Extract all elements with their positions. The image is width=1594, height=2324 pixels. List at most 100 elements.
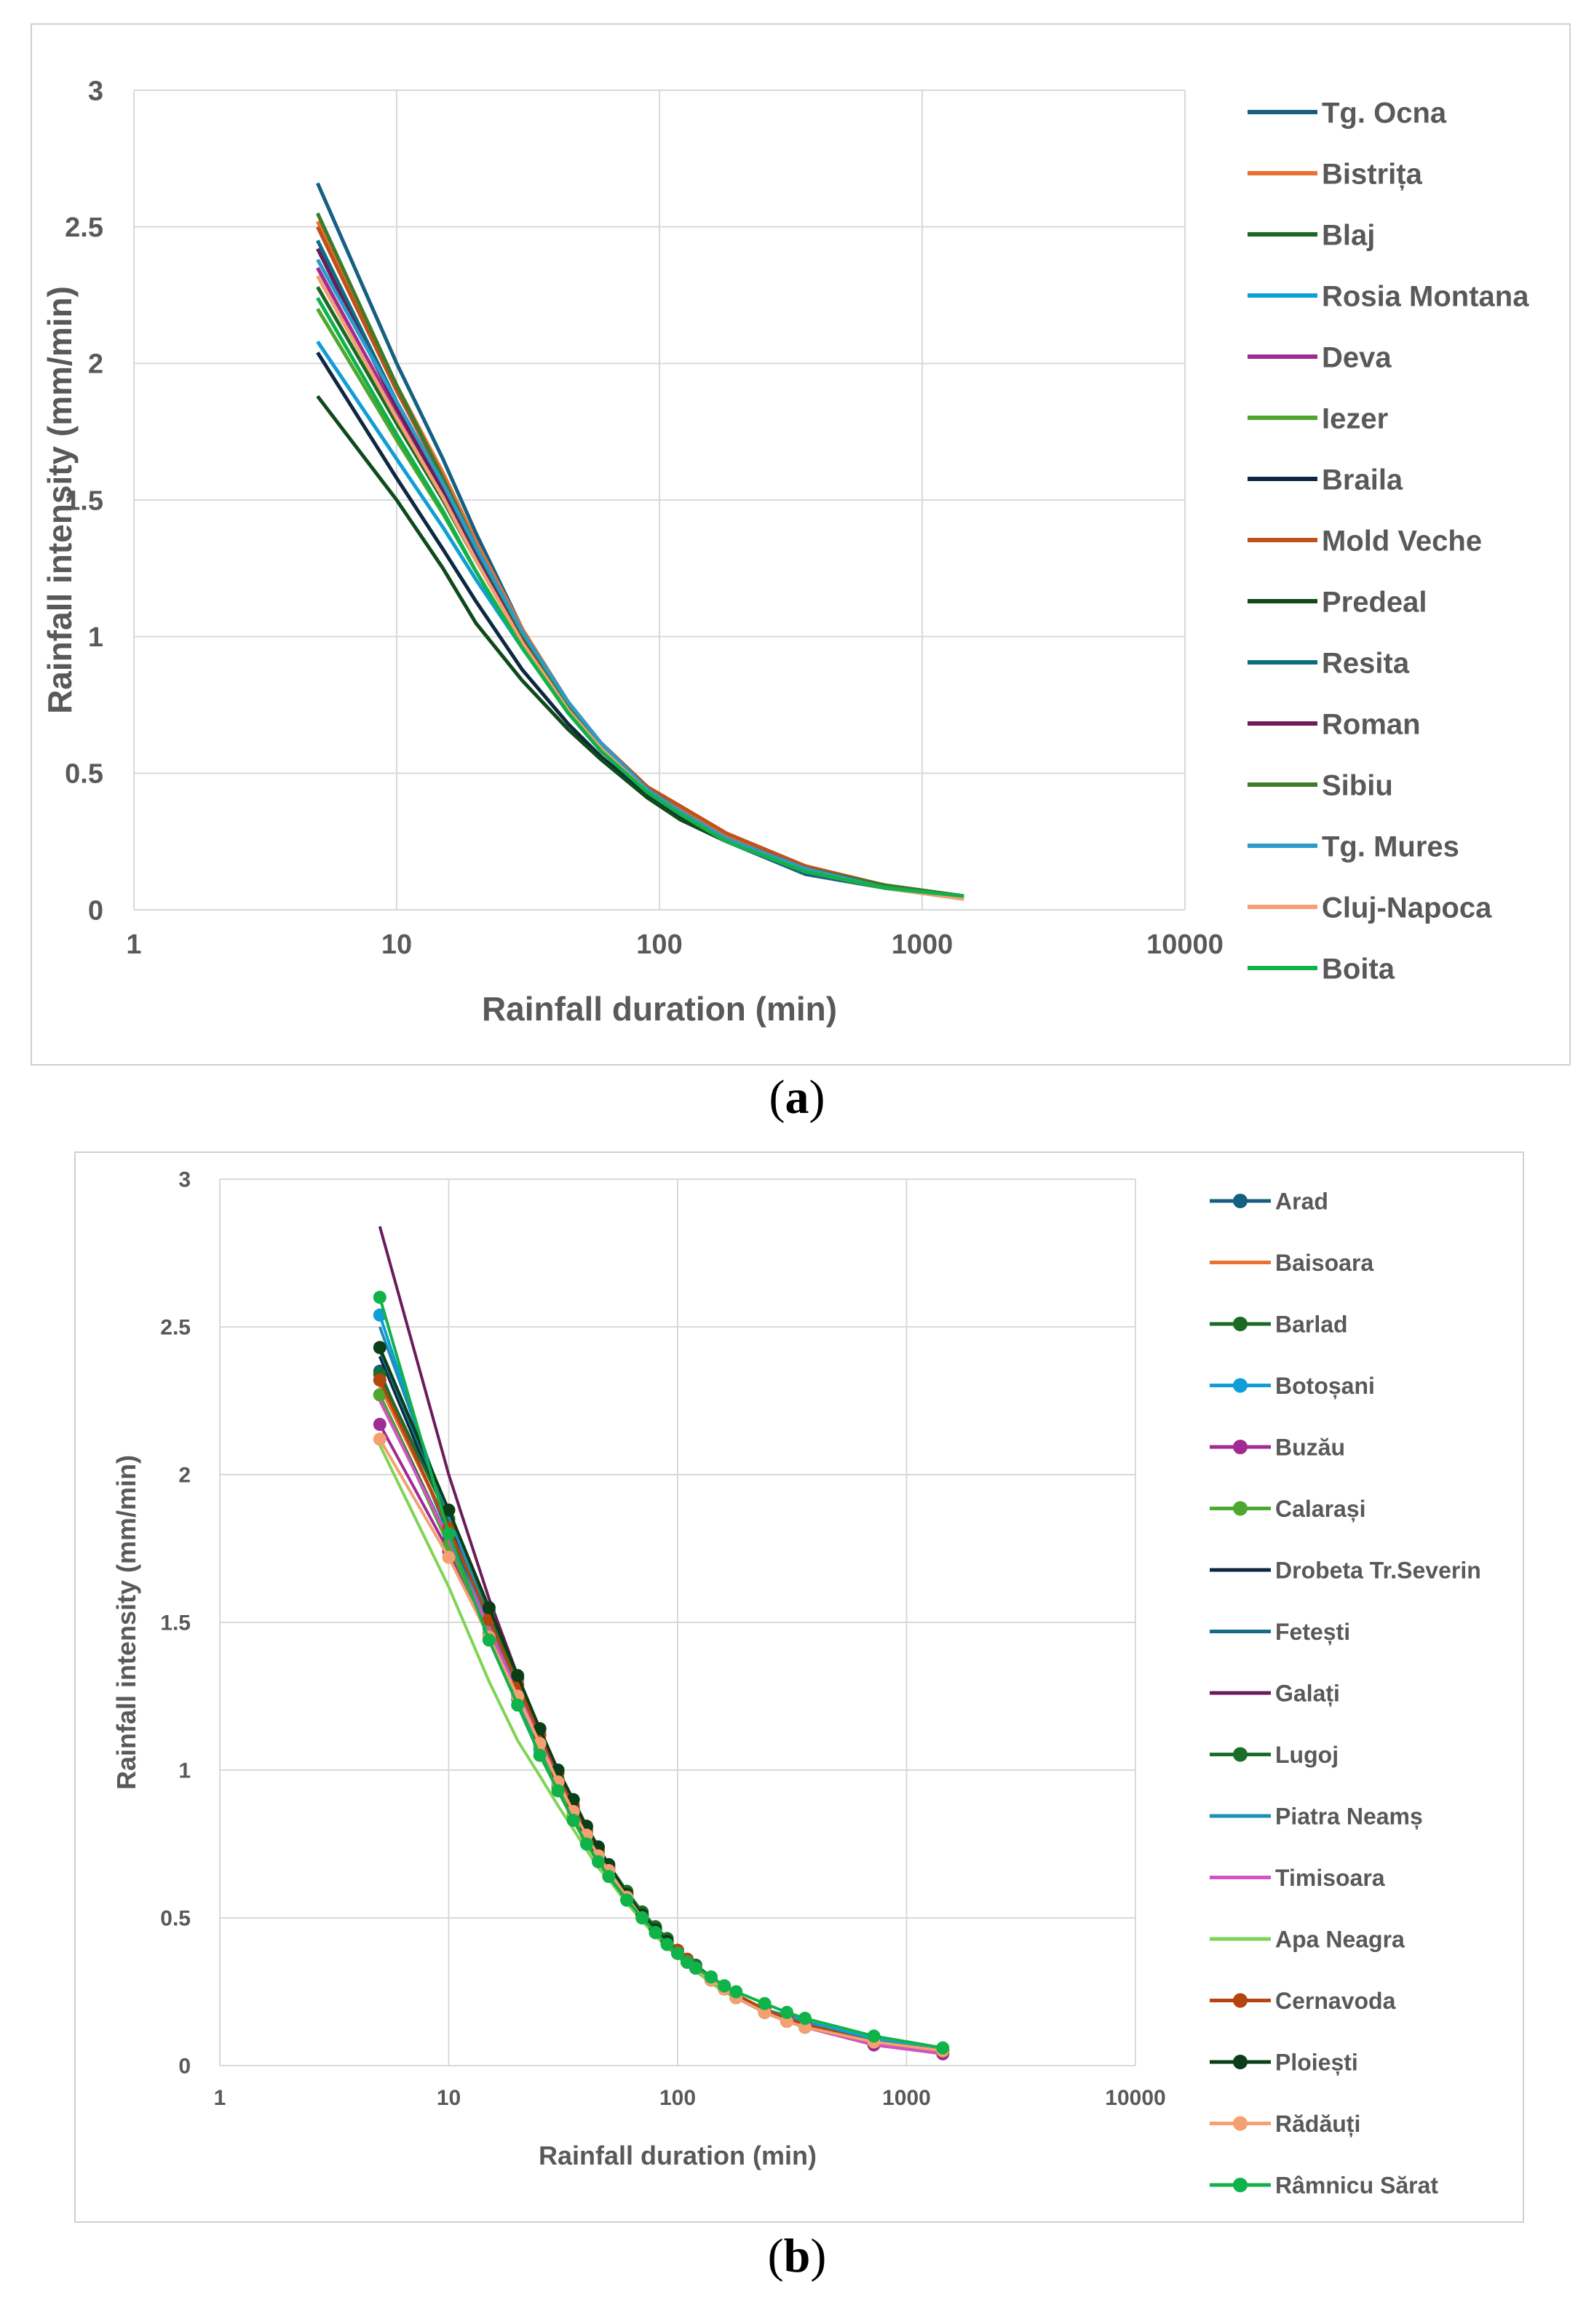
chart-b-svg: 0 0.5 1 1.5 2 2.5 3 1 10 100 1000 10000 Rainfall dur…: [111, 1168, 1481, 2199]
data-point: [482, 1633, 496, 1647]
caption-a-letter: a: [785, 1071, 809, 1124]
legend-label: Rădăuți: [1275, 2111, 1360, 2137]
series-line: [378, 1438, 943, 2053]
y-axis-label: Rainfall intensity (mm/min): [41, 286, 79, 714]
legend-item: Predeal: [1248, 586, 1427, 618]
data-point: [602, 1870, 616, 1884]
x-tick-label: 1000: [882, 2086, 931, 2110]
data-point: [798, 2012, 812, 2026]
caption-b-letter: b: [783, 2229, 811, 2283]
legend-item: Râmnicu Sărat: [1210, 2173, 1438, 2199]
legend-marker: [1233, 1317, 1248, 1331]
series-group: [373, 1226, 950, 2061]
legend-label: Predeal: [1322, 586, 1427, 618]
legend-label: Tg. Mures: [1322, 830, 1459, 862]
y-tick-label: 1: [178, 1759, 191, 1783]
legend-item: Mold Veche: [1248, 525, 1482, 557]
legend-item: Ploiești: [1210, 2050, 1358, 2076]
legend-item: Braila: [1248, 464, 1403, 496]
y-tick-label: 0.5: [160, 1907, 191, 1931]
series-line: [378, 1379, 943, 2053]
y-tick-label: 1.5: [65, 485, 103, 516]
y-axis-label: Rainfall intensity (mm/min): [111, 1455, 141, 1790]
series-line: [316, 221, 964, 898]
legend-item: Lugoj: [1210, 1742, 1339, 1768]
data-point: [373, 1341, 386, 1355]
legend-item: Cluj-Napoca: [1248, 892, 1492, 924]
y-tick-label: 3: [178, 1168, 191, 1192]
y-tick-label: 2: [178, 1464, 191, 1488]
series-line: [378, 1385, 943, 2053]
series-group: [316, 182, 964, 901]
legend-item: Tg. Ocna: [1248, 97, 1447, 129]
legend-label: Braila: [1322, 464, 1403, 496]
data-point: [566, 1814, 580, 1828]
legend-item: Fetești: [1210, 1619, 1350, 1645]
legend-label: Resita: [1322, 647, 1410, 679]
legend-label: Galați: [1275, 1681, 1340, 1707]
chart-panel-b: 0 0.5 1 1.5 2 2.5 3 1 10 100 1000 10000 Rainfall dur…: [74, 1151, 1524, 2223]
legend-item: Sibiu: [1248, 769, 1393, 801]
data-point: [511, 1698, 525, 1712]
y-tick-label: 0.5: [65, 759, 103, 790]
legend-label: Boita: [1322, 953, 1395, 985]
data-point: [704, 1970, 718, 1984]
x-tick-label: 10000: [1146, 929, 1224, 960]
series-line: [316, 239, 964, 898]
legend-label: Drobeta Tr.Severin: [1275, 1558, 1481, 1584]
y-tick-label: 2.5: [65, 213, 103, 243]
legend-item: Barlad: [1210, 1312, 1348, 1338]
legend-item: Resita: [1248, 647, 1410, 679]
legend-marker: [1233, 2055, 1248, 2069]
legend-label: Tg. Ocna: [1322, 97, 1447, 129]
legend-label: Rosia Montana: [1322, 280, 1529, 312]
data-point: [511, 1669, 525, 1683]
data-point: [373, 1290, 386, 1304]
series-line: [316, 226, 964, 898]
data-point: [718, 1979, 731, 1993]
data-point: [533, 1722, 547, 1736]
y-tick-label: 0: [178, 2055, 191, 2079]
data-point: [671, 1946, 684, 1960]
data-point: [442, 1527, 456, 1541]
x-tick-label: 1: [214, 2086, 226, 2110]
legend-label: Cluj-Napoca: [1322, 892, 1492, 924]
legend-label: Iezer: [1322, 402, 1388, 435]
legend-label: Roman: [1322, 708, 1421, 740]
data-point: [373, 1417, 386, 1431]
legend-item: Rădăuți: [1210, 2111, 1360, 2137]
legend-label: Barlad: [1275, 1312, 1348, 1338]
legend-label: Blaj: [1322, 219, 1375, 251]
series-line: [378, 1394, 943, 2053]
legend-label: Bistrița: [1322, 158, 1423, 190]
data-point: [689, 1962, 702, 1975]
legend-item: Iezer: [1248, 402, 1388, 435]
legend-label: Timisoara: [1275, 1865, 1385, 1891]
legend-item: Boita: [1248, 953, 1395, 985]
legend-item: Deva: [1248, 341, 1392, 373]
legend-label: Lugoj: [1275, 1742, 1339, 1768]
legend: Arad Baisoara Barlad Botoșani Buzău Calarași D…: [1210, 1189, 1481, 2199]
series-line: [316, 274, 964, 901]
x-axis-label: Rainfall duration (min): [482, 990, 837, 1028]
x-tick-label: 1000: [892, 929, 953, 960]
legend-marker: [1233, 1378, 1248, 1393]
legend-label: Ploiești: [1275, 2050, 1358, 2076]
legend-label: Arad: [1275, 1189, 1328, 1215]
data-point: [660, 1938, 674, 1951]
data-point: [442, 1550, 456, 1564]
legend-marker: [1233, 1993, 1248, 2008]
legend-label: Râmnicu Sărat: [1275, 2173, 1438, 2199]
data-point: [591, 1855, 605, 1868]
data-point: [373, 1388, 386, 1402]
legend-label: Botoșani: [1275, 1373, 1375, 1399]
x-tick-label: 10000: [1105, 2086, 1165, 2110]
y-tick-label: 2.5: [160, 1316, 191, 1340]
legend-label: Apa Neagra: [1275, 1927, 1405, 1953]
legend-label: Buzău: [1275, 1435, 1345, 1461]
x-axis-label: Rainfall duration (min): [539, 2141, 817, 2170]
legend-item: Blaj: [1248, 219, 1375, 251]
legend-item: Piatra Neamș: [1210, 1804, 1423, 1830]
legend-item: Botoșani: [1210, 1373, 1375, 1399]
gridlines: [219, 1178, 1136, 2066]
